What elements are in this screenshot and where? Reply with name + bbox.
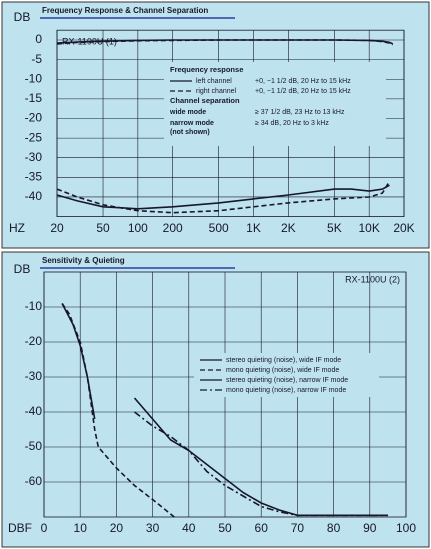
- series-line: [134, 411, 388, 517]
- legend-label: stereo quieting (noise), narrow IF mode: [226, 377, 348, 384]
- x-tick-label: 50: [96, 221, 110, 235]
- y-tick-label: -40: [25, 404, 43, 418]
- x-tick-label: 80: [327, 521, 341, 535]
- legend-note: ≥ 34 dB, 20 Hz to 3 kHz: [255, 120, 329, 127]
- x-tick-label: 90: [363, 521, 377, 535]
- x-tick-label: 5K: [327, 221, 342, 235]
- x-tick-label: 200: [163, 221, 183, 235]
- legend-label: mono quieting (noise), narrow IF mode: [226, 387, 346, 394]
- legend-label: narrow mode: [170, 120, 214, 127]
- legend-label: (not shown): [170, 129, 210, 136]
- y-tick-label: -30: [25, 150, 43, 164]
- y-tick-label: -60: [25, 474, 43, 488]
- x-tick-label: 1K: [246, 221, 261, 235]
- series-line: [61, 303, 175, 518]
- subtitle: RX-1100U (2): [345, 274, 400, 284]
- y-tick-label: -10: [25, 71, 43, 85]
- x-tick-label: 10: [74, 521, 88, 535]
- panel: [1, 251, 430, 548]
- series-line: [56, 180, 391, 214]
- chart-title: Frequency Response & Channel Separation: [42, 6, 208, 15]
- x-tick-label: 100: [396, 521, 416, 535]
- x-tick-label: 10K: [359, 221, 380, 235]
- legend-label: right channel: [196, 88, 237, 95]
- y-tick-label: -20: [25, 334, 43, 348]
- y-tick-label: -20: [25, 111, 43, 125]
- legend-note: +0, −1 1/2 dB, 20 Hz to 15 kHz: [255, 78, 351, 85]
- y-tick-label: -10: [25, 299, 43, 313]
- x-tick-label: 0: [41, 521, 48, 535]
- x-tick-label: 30: [146, 521, 160, 535]
- x-tick-label: 50: [218, 521, 232, 535]
- y-axis-label: DB: [14, 10, 31, 24]
- y-tick-label: -35: [25, 170, 43, 184]
- x-tick-label: 20: [110, 521, 124, 535]
- legend-box: [164, 62, 386, 146]
- x-tick-label: 2K: [281, 221, 296, 235]
- x-axis-label: HZ: [9, 221, 25, 235]
- legend-label: stereo quieting (noise), wide IF mode: [226, 357, 341, 364]
- legend-heading: Frequency response: [170, 65, 243, 74]
- legend-note: +0, −1 1/2 dB, 20 Hz to 15 kHz: [255, 88, 351, 95]
- x-tick-label: 500: [209, 221, 229, 235]
- x-tick-label: 20K: [393, 221, 414, 235]
- legend-heading: Channel separation: [170, 96, 240, 105]
- legend-label: wide mode: [169, 109, 206, 116]
- y-tick-label: -50: [25, 439, 43, 453]
- series-line: [56, 39, 394, 46]
- legend-note: ≥ 37 1/2 dB, 23 Hz to 13 kHz: [255, 109, 345, 116]
- x-tick-label: 60: [255, 521, 269, 535]
- x-tick-label: 20: [50, 221, 64, 235]
- y-tick-label: -40: [25, 189, 43, 203]
- x-tick-label: 100: [128, 221, 148, 235]
- x-tick-label: 40: [182, 521, 196, 535]
- series-line: [56, 184, 390, 210]
- legend-label: mono quieting (noise), wide IF mode: [226, 367, 339, 374]
- legend-label: left channel: [196, 78, 232, 85]
- legend-box: [194, 353, 379, 397]
- series-line: [133, 397, 388, 517]
- y-tick-label: -30: [25, 369, 43, 383]
- y-tick-label: -25: [25, 130, 43, 144]
- chart-title: Sensitivity & Quieting: [42, 256, 125, 265]
- y-tick-label: -15: [25, 91, 43, 105]
- x-axis-label: DBF: [8, 521, 32, 535]
- y-tick-label: 0: [35, 32, 42, 46]
- y-axis-label: DB: [14, 262, 31, 276]
- x-tick-label: 70: [291, 521, 305, 535]
- y-tick-label: -5: [31, 52, 42, 66]
